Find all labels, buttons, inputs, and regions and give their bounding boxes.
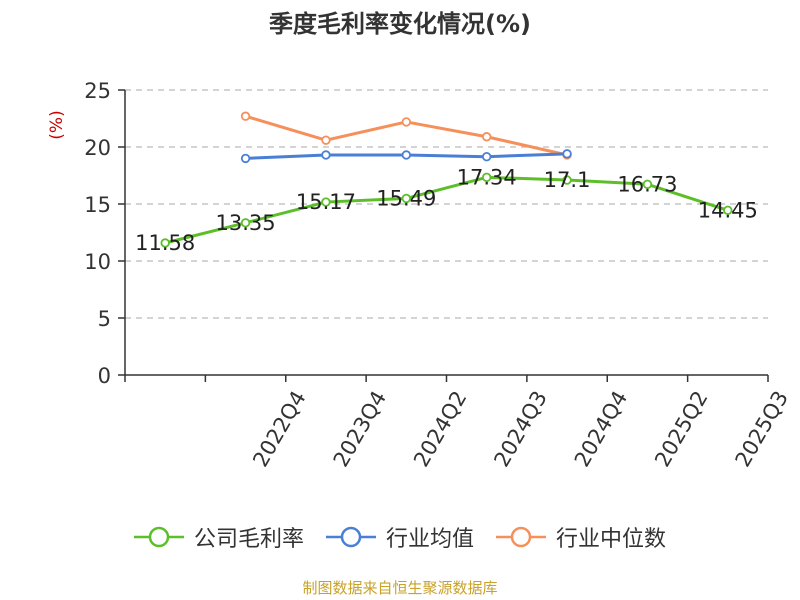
x-tick-labels: 2022Q4 2023Q4 2024Q2 2024Q3 2024Q4 2025Q2 2025… (248, 387, 793, 471)
y-tick-labels: 0 5 10 15 20 25 (84, 79, 111, 388)
data-point (321, 197, 331, 207)
chart-title: 季度毛利率变化情况(%) (269, 10, 531, 38)
y-tick-label: 25 (84, 79, 111, 103)
x-tick-label: 2025Q2 (650, 387, 712, 471)
data-label: 13.35 (216, 211, 276, 235)
data-label: 15.49 (376, 186, 436, 210)
legend-item[interactable]: 公司毛利率 (133, 521, 304, 553)
data-label: 11.58 (135, 231, 195, 255)
data-point (401, 193, 412, 204)
data-point (240, 218, 251, 228)
data-point (160, 238, 170, 248)
data-label: 17.34 (457, 165, 517, 189)
data-point (401, 150, 412, 160)
y-tick-label: 5 (98, 307, 111, 331)
y-tick-label: 10 (84, 250, 111, 274)
y-tick-label: 15 (84, 193, 111, 217)
legend-item[interactable]: 行业中位数 (496, 521, 666, 553)
legend-label: 公司毛利率 (193, 527, 304, 552)
legend-label: 行业中位数 (556, 527, 667, 552)
line-chart: 0 5 10 15 20 25 2022Q4 2023Q4 2024Q2 2024Q3 2024Q… (47, 79, 793, 471)
series-line (164, 175, 729, 245)
data-label: 17.1 (544, 168, 591, 192)
x-tick-label: 2022Q4 (248, 387, 310, 471)
data-point (401, 117, 412, 127)
axes (118, 89, 769, 382)
data-point (481, 151, 492, 162)
x-tick-label: 2024Q3 (489, 387, 551, 471)
x-tick-label: 2024Q4 (570, 387, 632, 471)
x-tick-label: 2023Q4 (329, 387, 391, 471)
data-labels: 11.58 13.35 15.17 15.49 17.34 17.1 16.73 14.45 (135, 165, 758, 255)
data-label: 15.17 (296, 190, 356, 214)
grid-lines (125, 89, 768, 319)
data-point (642, 179, 653, 189)
data-point (321, 150, 331, 160)
data-point (240, 111, 251, 121)
legend-circle (148, 526, 170, 548)
data-label: 16.73 (617, 172, 677, 196)
y-tick-label: 0 (98, 364, 111, 388)
data-label: 14.45 (698, 198, 758, 222)
y-tick-label: 20 (84, 136, 111, 160)
legend-circle (510, 526, 532, 548)
series-group (160, 111, 733, 248)
data-point (562, 175, 572, 185)
x-tick-label: 2024Q2 (409, 387, 471, 471)
legend-circle (340, 526, 362, 548)
data-point (240, 153, 251, 164)
legend-marker-icon (133, 526, 184, 548)
source-note: 制图数据来自恒生聚源数据库 (302, 579, 498, 597)
data-point (723, 205, 733, 215)
legend-item[interactable]: 行业均值 (325, 521, 474, 553)
legend-marker-icon (325, 526, 376, 548)
data-point (562, 149, 572, 159)
legend-label: 行业均值 (385, 527, 474, 552)
data-point (481, 132, 492, 142)
data-point (321, 135, 331, 145)
data-point (481, 172, 492, 183)
y-axis-label: (%) (47, 110, 67, 139)
x-tick-label: 2025Q3 (731, 387, 793, 471)
legend-marker-icon (496, 526, 546, 548)
legend: 公司毛利率 行业均值 行业中位数 (0, 520, 800, 554)
